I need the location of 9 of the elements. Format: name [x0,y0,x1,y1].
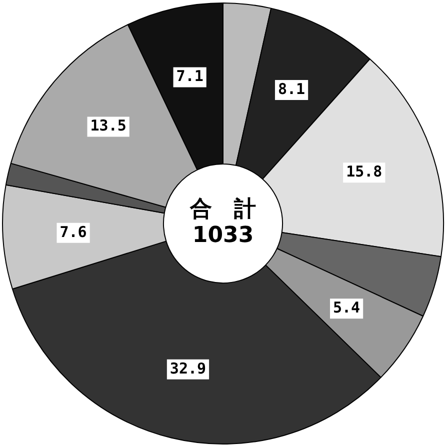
text: 1033 [192,223,254,248]
data-label: 7.6 [60,222,87,241]
data-label: 13.5 [90,116,126,135]
data-label: 15.8 [346,162,382,181]
data-label: 8.1 [278,80,306,98]
text: 合 計 [189,197,256,222]
data-label: 5.4 [332,298,360,316]
data-label: 7.1 [176,67,204,86]
data-label: 32.9 [170,359,206,378]
